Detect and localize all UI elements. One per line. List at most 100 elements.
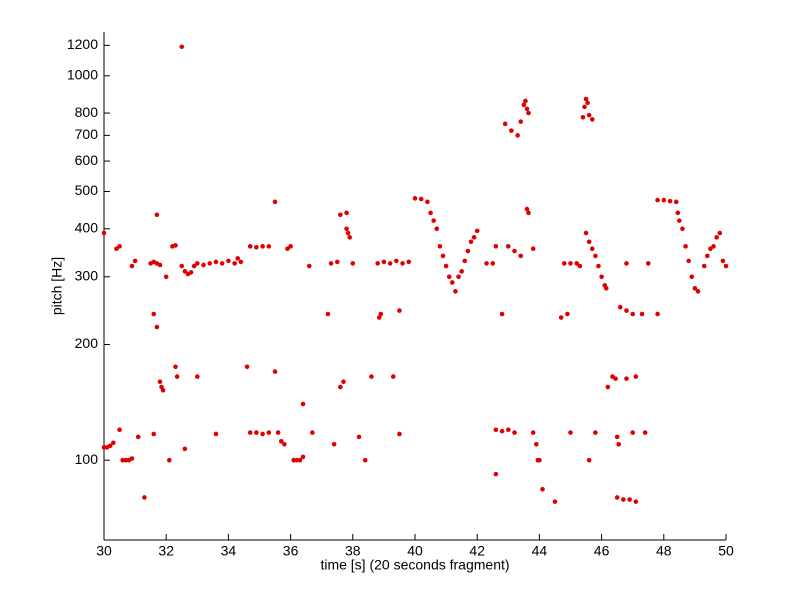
point bbox=[390, 374, 396, 379]
point bbox=[338, 384, 343, 390]
point bbox=[506, 244, 511, 249]
point bbox=[443, 263, 449, 269]
y-tick-label: 400 bbox=[75, 219, 99, 235]
point bbox=[583, 96, 589, 102]
point bbox=[300, 401, 306, 407]
point bbox=[226, 258, 231, 264]
point bbox=[661, 197, 667, 203]
point bbox=[624, 308, 629, 313]
y-tick-label: 1200 bbox=[67, 36, 98, 52]
point bbox=[512, 248, 517, 254]
point bbox=[506, 427, 511, 433]
y-tick-label: 600 bbox=[75, 152, 99, 168]
x-tick-label: 34 bbox=[221, 543, 237, 559]
point bbox=[574, 261, 580, 266]
point bbox=[142, 495, 147, 500]
point bbox=[471, 235, 477, 240]
point bbox=[561, 261, 567, 266]
point bbox=[378, 311, 384, 317]
point bbox=[254, 430, 259, 435]
point bbox=[518, 119, 524, 124]
point bbox=[614, 434, 620, 440]
point bbox=[524, 106, 530, 112]
point bbox=[616, 441, 622, 447]
point bbox=[282, 441, 287, 447]
point bbox=[428, 210, 433, 216]
point bbox=[614, 495, 620, 500]
x-tick-label: 50 bbox=[718, 543, 734, 559]
x-tick-label: 44 bbox=[532, 543, 548, 559]
point bbox=[484, 261, 489, 266]
point bbox=[272, 369, 278, 374]
point bbox=[132, 258, 138, 264]
point bbox=[151, 311, 157, 317]
point bbox=[518, 253, 524, 259]
point bbox=[673, 199, 679, 205]
point bbox=[129, 456, 135, 461]
point bbox=[397, 431, 402, 437]
point bbox=[213, 431, 219, 437]
point bbox=[117, 427, 122, 433]
point bbox=[621, 497, 626, 502]
point bbox=[151, 431, 157, 437]
y-tick-label: 700 bbox=[75, 126, 99, 142]
point bbox=[675, 210, 681, 216]
point bbox=[568, 430, 573, 435]
point bbox=[586, 239, 592, 245]
point bbox=[297, 457, 303, 463]
point bbox=[613, 376, 618, 381]
point bbox=[552, 499, 558, 504]
x-tick-label: 30 bbox=[96, 543, 112, 559]
point bbox=[362, 457, 368, 463]
point bbox=[394, 258, 399, 264]
point bbox=[400, 261, 405, 266]
point bbox=[381, 259, 387, 265]
y-tick-label: 500 bbox=[75, 182, 99, 198]
point bbox=[474, 228, 480, 234]
point bbox=[683, 244, 688, 249]
y-tick-label: 1000 bbox=[67, 67, 98, 83]
point bbox=[586, 112, 592, 118]
point bbox=[456, 274, 461, 280]
point bbox=[135, 434, 141, 440]
point bbox=[157, 379, 163, 385]
point bbox=[157, 262, 163, 268]
point bbox=[334, 259, 340, 265]
point bbox=[453, 289, 458, 294]
point bbox=[589, 117, 595, 122]
point bbox=[530, 246, 536, 251]
point bbox=[524, 206, 530, 212]
point bbox=[624, 376, 629, 381]
point bbox=[689, 274, 695, 280]
point bbox=[275, 430, 281, 435]
point bbox=[499, 311, 505, 317]
point bbox=[347, 235, 352, 240]
point bbox=[288, 244, 293, 249]
point bbox=[540, 487, 545, 492]
point bbox=[465, 248, 471, 254]
point bbox=[639, 311, 645, 317]
point bbox=[235, 256, 241, 261]
point bbox=[387, 261, 393, 266]
point bbox=[247, 244, 253, 249]
point bbox=[182, 446, 188, 452]
x-axis-label: time [s] (20 seconds fragment) bbox=[320, 557, 509, 573]
y-axis-label: pitch [Hz] bbox=[49, 257, 65, 315]
point bbox=[565, 311, 570, 317]
point bbox=[195, 374, 200, 379]
point bbox=[499, 428, 505, 434]
point bbox=[583, 230, 589, 236]
point bbox=[582, 104, 587, 110]
point bbox=[356, 434, 362, 440]
point bbox=[462, 258, 468, 264]
point bbox=[101, 230, 107, 236]
point bbox=[523, 98, 528, 104]
point bbox=[502, 121, 508, 127]
x-tick-label: 48 bbox=[656, 543, 672, 559]
point bbox=[705, 253, 710, 259]
point bbox=[344, 210, 349, 216]
point bbox=[680, 226, 685, 232]
point bbox=[406, 259, 412, 265]
point bbox=[173, 243, 178, 248]
